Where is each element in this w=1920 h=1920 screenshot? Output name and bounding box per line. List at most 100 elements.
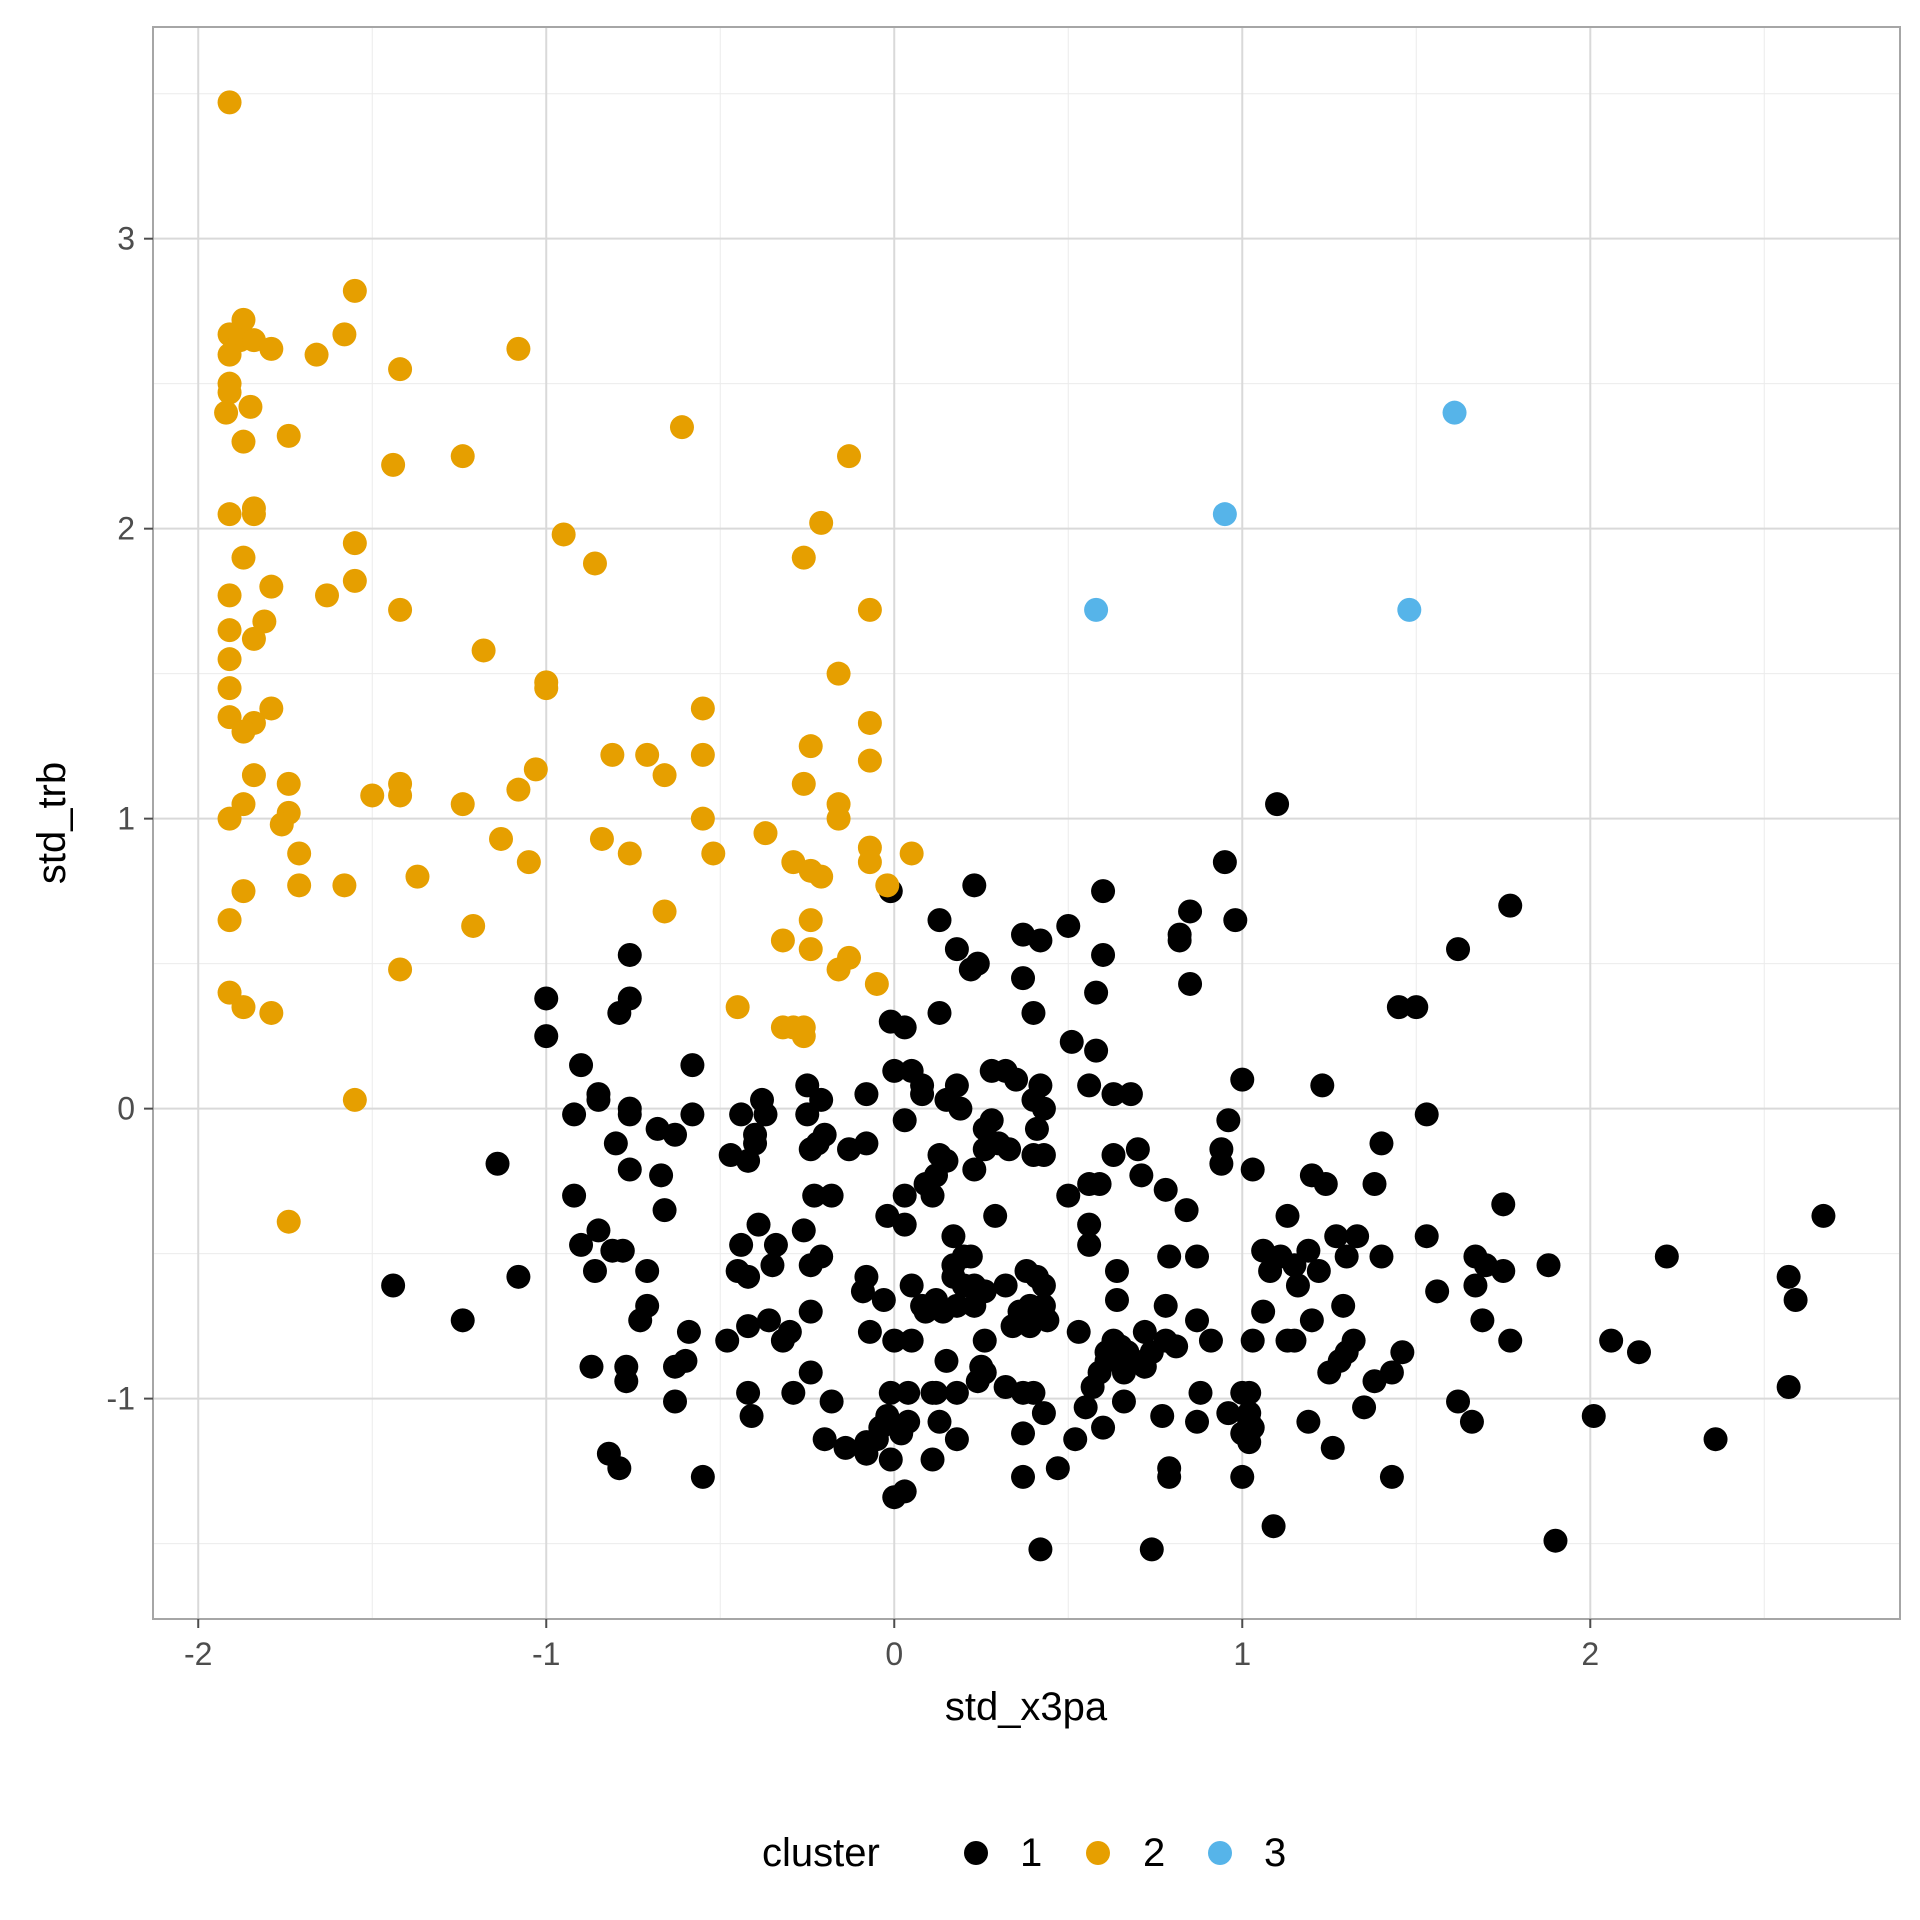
legend-label-3: 3 — [1264, 1831, 1286, 1875]
data-point-cluster-2 — [332, 322, 357, 347]
data-point-cluster-2 — [241, 763, 266, 788]
data-point-cluster-1 — [1216, 1108, 1241, 1133]
data-point-cluster-2 — [231, 545, 256, 570]
data-point-cluster-1 — [993, 1273, 1018, 1298]
data-point-cluster-2 — [809, 864, 834, 889]
data-point-cluster-1 — [1543, 1528, 1568, 1553]
data-point-cluster-2 — [837, 444, 862, 469]
data-point-cluster-1 — [1125, 1137, 1150, 1162]
data-point-cluster-2 — [231, 429, 256, 454]
y-tick-label: 2 — [117, 511, 135, 547]
data-point-cluster-1 — [1352, 1395, 1377, 1420]
data-point-cluster-2 — [217, 502, 242, 527]
data-point-cluster-1 — [1275, 1328, 1300, 1353]
data-point-cluster-1 — [1118, 1082, 1143, 1107]
data-point-cluster-1 — [934, 1348, 959, 1373]
data-points — [214, 90, 1836, 1562]
data-point-cluster-1 — [1331, 1293, 1356, 1318]
data-point-cluster-1 — [1275, 1203, 1300, 1228]
data-point-cluster-1 — [1776, 1375, 1801, 1400]
data-point-cluster-1 — [1167, 928, 1192, 953]
data-point-cluster-1 — [562, 1102, 587, 1127]
data-point-cluster-1 — [1362, 1172, 1387, 1197]
data-point-cluster-2 — [857, 710, 882, 735]
data-point-cluster-2 — [259, 1000, 284, 1025]
data-point-cluster-1 — [763, 1232, 788, 1257]
data-point-cluster-1 — [1045, 1456, 1070, 1481]
data-point-cluster-1 — [1498, 893, 1523, 918]
data-point-cluster-1 — [736, 1380, 761, 1405]
data-point-cluster-1 — [1091, 1415, 1116, 1440]
data-point-cluster-2 — [725, 995, 750, 1020]
data-point-cluster-2 — [690, 806, 715, 831]
data-point-cluster-1 — [1258, 1259, 1283, 1284]
data-point-cluster-1 — [1073, 1395, 1098, 1420]
data-point-cluster-2 — [826, 957, 851, 982]
data-point-cluster-2 — [489, 826, 514, 851]
data-point-cluster-1 — [1463, 1273, 1488, 1298]
data-point-cluster-1 — [1320, 1435, 1345, 1460]
data-point-cluster-1 — [819, 1389, 844, 1414]
data-point-cluster-1 — [736, 1264, 761, 1289]
data-point-cluster-2 — [342, 568, 367, 593]
data-point-cluster-1 — [579, 1354, 604, 1379]
data-point-cluster-1 — [1240, 1157, 1265, 1182]
data-point-cluster-1 — [1299, 1308, 1324, 1333]
data-point-cluster-1 — [652, 1198, 677, 1223]
data-point-cluster-2 — [506, 777, 531, 802]
data-point-cluster-1 — [1285, 1273, 1310, 1298]
data-point-cluster-1 — [857, 1319, 882, 1344]
data-point-cluster-1 — [1021, 1000, 1046, 1025]
data-point-cluster-1 — [920, 1380, 945, 1405]
data-point-cluster-1 — [680, 1053, 705, 1078]
data-point-cluster-1 — [997, 1137, 1022, 1162]
data-point-cluster-1 — [927, 908, 952, 933]
data-point-cluster-1 — [770, 1328, 795, 1353]
data-point-cluster-2 — [342, 531, 367, 556]
data-point-cluster-1 — [1101, 1082, 1126, 1107]
data-point-cluster-1 — [715, 1328, 740, 1353]
data-point-cluster-1 — [798, 1137, 823, 1162]
data-point-cluster-2 — [217, 647, 242, 672]
data-point-cluster-1 — [1157, 1464, 1182, 1489]
data-point-cluster-1 — [899, 1328, 924, 1353]
data-point-cluster-1 — [649, 1163, 674, 1188]
data-point-cluster-2 — [798, 908, 823, 933]
data-point-cluster-1 — [1626, 1340, 1651, 1365]
data-point-cluster-1 — [812, 1427, 837, 1452]
data-point-cluster-1 — [1237, 1430, 1262, 1455]
data-point-cluster-1 — [819, 1183, 844, 1208]
legend-key-3 — [1208, 1841, 1232, 1865]
data-point-cluster-2 — [217, 908, 242, 933]
data-point-cluster-2 — [506, 336, 531, 361]
data-point-cluster-1 — [889, 1421, 914, 1446]
data-point-cluster-1 — [781, 1380, 806, 1405]
data-point-cluster-2 — [690, 696, 715, 721]
data-point-cluster-1 — [1111, 1389, 1136, 1414]
data-point-cluster-2 — [217, 380, 242, 405]
data-point-cluster-2 — [791, 771, 816, 796]
data-point-cluster-1 — [1386, 995, 1411, 1020]
data-point-cluster-1 — [1091, 942, 1116, 967]
data-point-cluster-2 — [241, 626, 266, 651]
data-point-cluster-1 — [910, 1082, 935, 1107]
data-point-cluster-2 — [405, 864, 430, 889]
data-point-cluster-1 — [1077, 1073, 1102, 1098]
data-point-cluster-1 — [1310, 1073, 1335, 1098]
plot-panel-background — [153, 27, 1900, 1619]
data-point-cluster-2 — [231, 879, 256, 904]
data-point-cluster-1 — [1282, 1253, 1307, 1278]
data-point-cluster-1 — [878, 1380, 903, 1405]
legend-label-2: 2 — [1143, 1831, 1165, 1875]
data-point-cluster-1 — [1174, 1198, 1199, 1223]
data-point-cluster-1 — [534, 1024, 559, 1049]
data-point-cluster-1 — [944, 1380, 969, 1405]
data-point-cluster-2 — [669, 415, 694, 440]
data-point-cluster-1 — [1313, 1172, 1338, 1197]
data-point-cluster-2 — [516, 850, 541, 875]
data-point-cluster-1 — [1209, 1151, 1234, 1176]
data-point-cluster-1 — [753, 1102, 778, 1127]
data-point-cluster-1 — [1028, 1537, 1053, 1562]
data-point-cluster-2 — [600, 742, 625, 767]
data-point-cluster-1 — [1251, 1299, 1276, 1324]
